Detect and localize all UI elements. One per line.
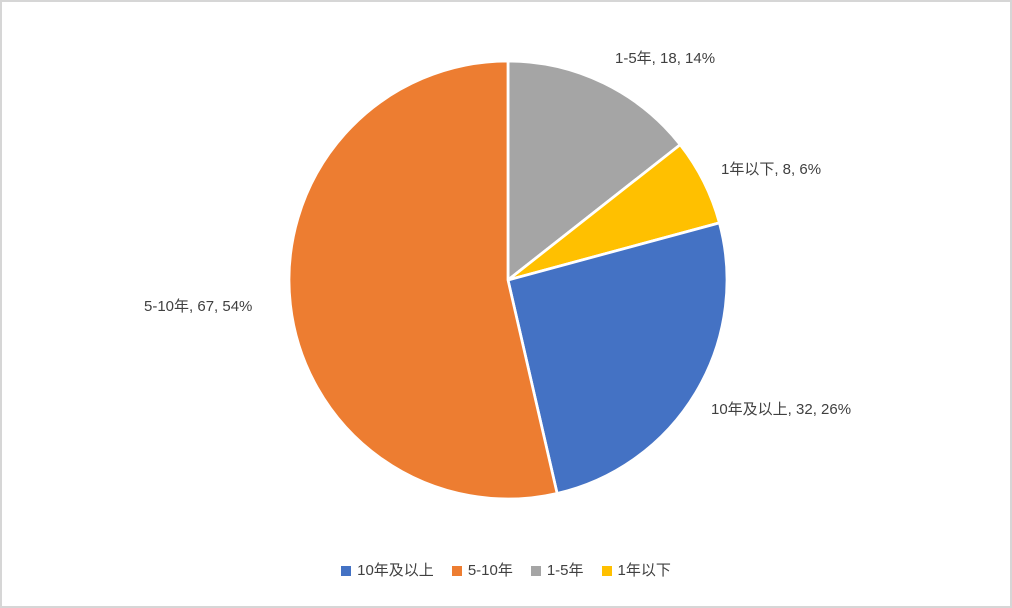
legend-swatch-icon: [341, 566, 352, 576]
legend-label: 1-5年: [546, 562, 584, 579]
legend-label: 5-10年: [467, 562, 513, 579]
pie-slice-1-5年[interactable]: [506, 59, 682, 282]
legend-item-5-10年[interactable]: 5-10年: [451, 561, 513, 581]
pie-slice-10年及以上[interactable]: [506, 221, 729, 495]
pie-slice-5-10年[interactable]: [287, 59, 559, 501]
chart-legend: 10年及以上 5-10年 1-5年 1年以下: [2, 561, 1010, 581]
legend-item-1年以下[interactable]: 1年以下: [601, 561, 671, 581]
legend-label: 1年以下: [617, 562, 671, 579]
slice-label-1-5-years: 1-5年, 18, 14%: [615, 50, 716, 67]
pie-slices-group: [287, 59, 729, 501]
legend-item-10年及以上[interactable]: 10年及以上: [341, 561, 434, 581]
legend-label: 10年及以上: [357, 562, 434, 579]
legend-swatch-icon: [530, 566, 541, 576]
slice-label-10-years-plus: 10年及以上, 32, 26%: [711, 401, 852, 418]
legend-item-1-5年[interactable]: 1-5年: [530, 561, 584, 581]
legend-swatch-icon: [601, 566, 612, 576]
legend-swatch-icon: [451, 566, 462, 576]
slice-label-5-10-years: 5-10年, 67, 54%: [144, 298, 253, 315]
slice-label-under-1-year: 1年以下, 8, 6%: [721, 161, 822, 178]
